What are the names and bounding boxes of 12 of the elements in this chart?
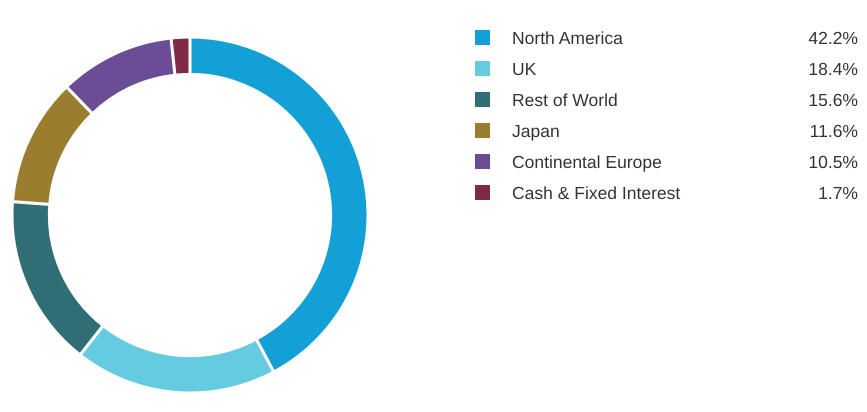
legend-label: UK	[512, 59, 537, 79]
data-label: 18.4%	[808, 59, 858, 79]
legend-label: Japan	[512, 121, 560, 141]
data-label: 11.6%	[810, 121, 858, 141]
legend-label: North America	[512, 28, 624, 48]
legend-label: Rest of World	[512, 90, 618, 110]
legend-label: Continental Europe	[512, 152, 662, 172]
data-label: 1.7%	[818, 183, 858, 203]
data-label: 10.5%	[808, 152, 858, 172]
data-label: 15.6%	[808, 90, 858, 110]
data-label: 42.2%	[808, 28, 858, 48]
legend-label: Cash & Fixed Interest	[512, 183, 680, 203]
